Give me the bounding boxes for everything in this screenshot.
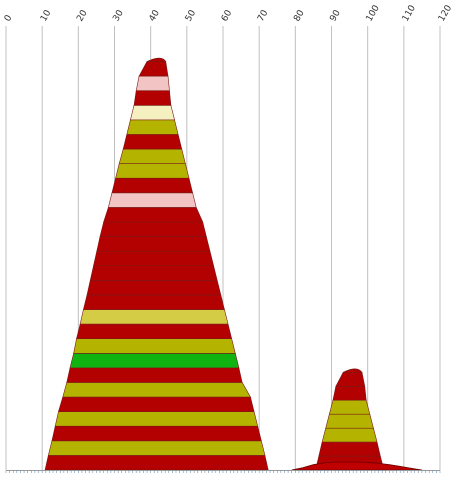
band-1-9: [73, 338, 236, 354]
x-tick-labels: 0 10 20 30 40 50 60 70 80 90 100 110 120: [3, 3, 452, 23]
x-tick-label: 60: [220, 8, 235, 23]
band-1-16: [96, 236, 211, 252]
band-2-5: [328, 399, 371, 415]
x-tick-label: 70: [256, 8, 271, 23]
band-1-15: [93, 250, 214, 267]
band-1-11: [79, 309, 229, 325]
band-1-6: [62, 382, 252, 398]
band-1-27: [135, 75, 170, 91]
band-1-26: [133, 90, 172, 106]
band-stack-2: [315, 368, 385, 471]
band-1-2: [47, 440, 266, 456]
band-1-22: [118, 148, 186, 164]
x-tick-label: 10: [39, 8, 54, 23]
band-cap-1: [146, 57, 167, 62]
band-1-17: [99, 221, 207, 237]
band-1-23: [122, 134, 183, 150]
band-1-4: [54, 411, 259, 427]
band-1-19: [107, 192, 197, 208]
x-tick-label: 30: [111, 8, 126, 23]
band-1-3: [51, 425, 262, 442]
band-1-12: [83, 294, 225, 310]
band-cap-2: [343, 368, 363, 373]
band-1-1: [44, 455, 269, 471]
band-1-5: [58, 396, 255, 412]
band-stack-1: [44, 57, 269, 471]
band-1-25: [130, 104, 175, 121]
x-tick-label: 80: [292, 8, 307, 23]
band-2-3: [321, 427, 378, 443]
x-tick-label: 110: [401, 3, 418, 23]
x-tick-label: 40: [148, 8, 163, 23]
x-tick-label: 50: [184, 8, 199, 23]
band-1-20: [111, 177, 194, 194]
x-axis: [5, 470, 441, 473]
x-tick-label: 20: [75, 8, 90, 23]
band-1-10: [76, 323, 233, 340]
band-2-4: [325, 413, 374, 429]
ridge-layer: [291, 461, 422, 471]
band-2-7: [335, 372, 366, 387]
x-tick-label: 0: [3, 13, 15, 23]
band-1-8: [69, 352, 240, 369]
band-1-24: [126, 119, 179, 135]
band-1-13: [86, 280, 222, 296]
band-1-14: [89, 265, 218, 281]
band-2-2: [318, 441, 381, 457]
band-2-6: [332, 385, 367, 401]
x-tick-label: 120: [437, 3, 452, 23]
band-layer: [44, 57, 385, 471]
ridge-1: [291, 461, 422, 471]
band-1-18: [103, 207, 204, 223]
band-1-21: [115, 163, 190, 179]
band-1-7: [66, 367, 243, 383]
band-1-28: [138, 61, 169, 77]
x-tick-label: 90: [328, 8, 343, 23]
x-tick-label: 100: [365, 3, 382, 23]
